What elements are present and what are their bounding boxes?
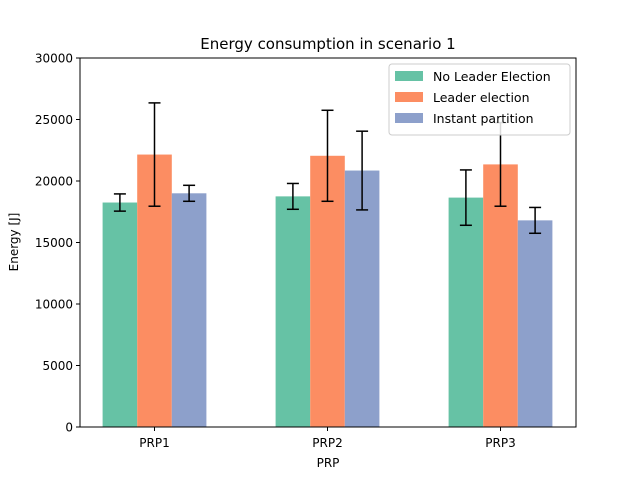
bars-layer: [102, 154, 553, 428]
chart-title: Energy consumption in scenario 1: [200, 35, 455, 53]
x-tick-label: PRP1: [139, 436, 169, 450]
bar-no-leader-election-prp1: [102, 202, 138, 427]
y-tick-label: 20000: [35, 175, 73, 189]
y-axis: 0 5000 10000 15000 20000 25000 30000: [35, 52, 80, 435]
bar-no-leader-election-prp3: [448, 197, 484, 427]
y-tick-label: 0: [65, 421, 73, 435]
legend: No Leader Election Leader election Instant…: [388, 63, 571, 136]
y-tick-label: 30000: [35, 52, 73, 66]
bar-instant-partition-prp3: [517, 220, 553, 427]
legend-swatch-instant-partition: [395, 113, 423, 123]
bar-instant-partition-prp2: [344, 170, 380, 428]
x-tick-label: PRP3: [485, 436, 515, 450]
legend-box: [388, 63, 571, 136]
bar-leader-election-prp3: [483, 164, 518, 427]
y-tick-label: 25000: [35, 113, 73, 127]
legend-swatch-leader-election: [395, 92, 423, 102]
legend-label-leader-election: Leader election: [433, 90, 530, 105]
x-tick-label: PRP2: [312, 436, 342, 450]
legend-label-instant-partition: Instant partition: [433, 111, 534, 126]
y-tick-label: 10000: [35, 298, 73, 312]
bar-no-leader-election-prp2: [275, 196, 311, 427]
legend-label-no-leader-election: No Leader Election: [433, 69, 551, 84]
y-tick-label: 5000: [42, 359, 73, 373]
legend-swatch-no-leader-election: [395, 71, 423, 81]
y-axis-label: Energy [J]: [7, 213, 21, 272]
y-tick-label: 15000: [35, 236, 73, 250]
bar-instant-partition-prp1: [171, 193, 207, 427]
x-axis: PRP1 PRP2 PRP3: [139, 427, 516, 450]
x-axis-label: PRP: [317, 456, 340, 470]
